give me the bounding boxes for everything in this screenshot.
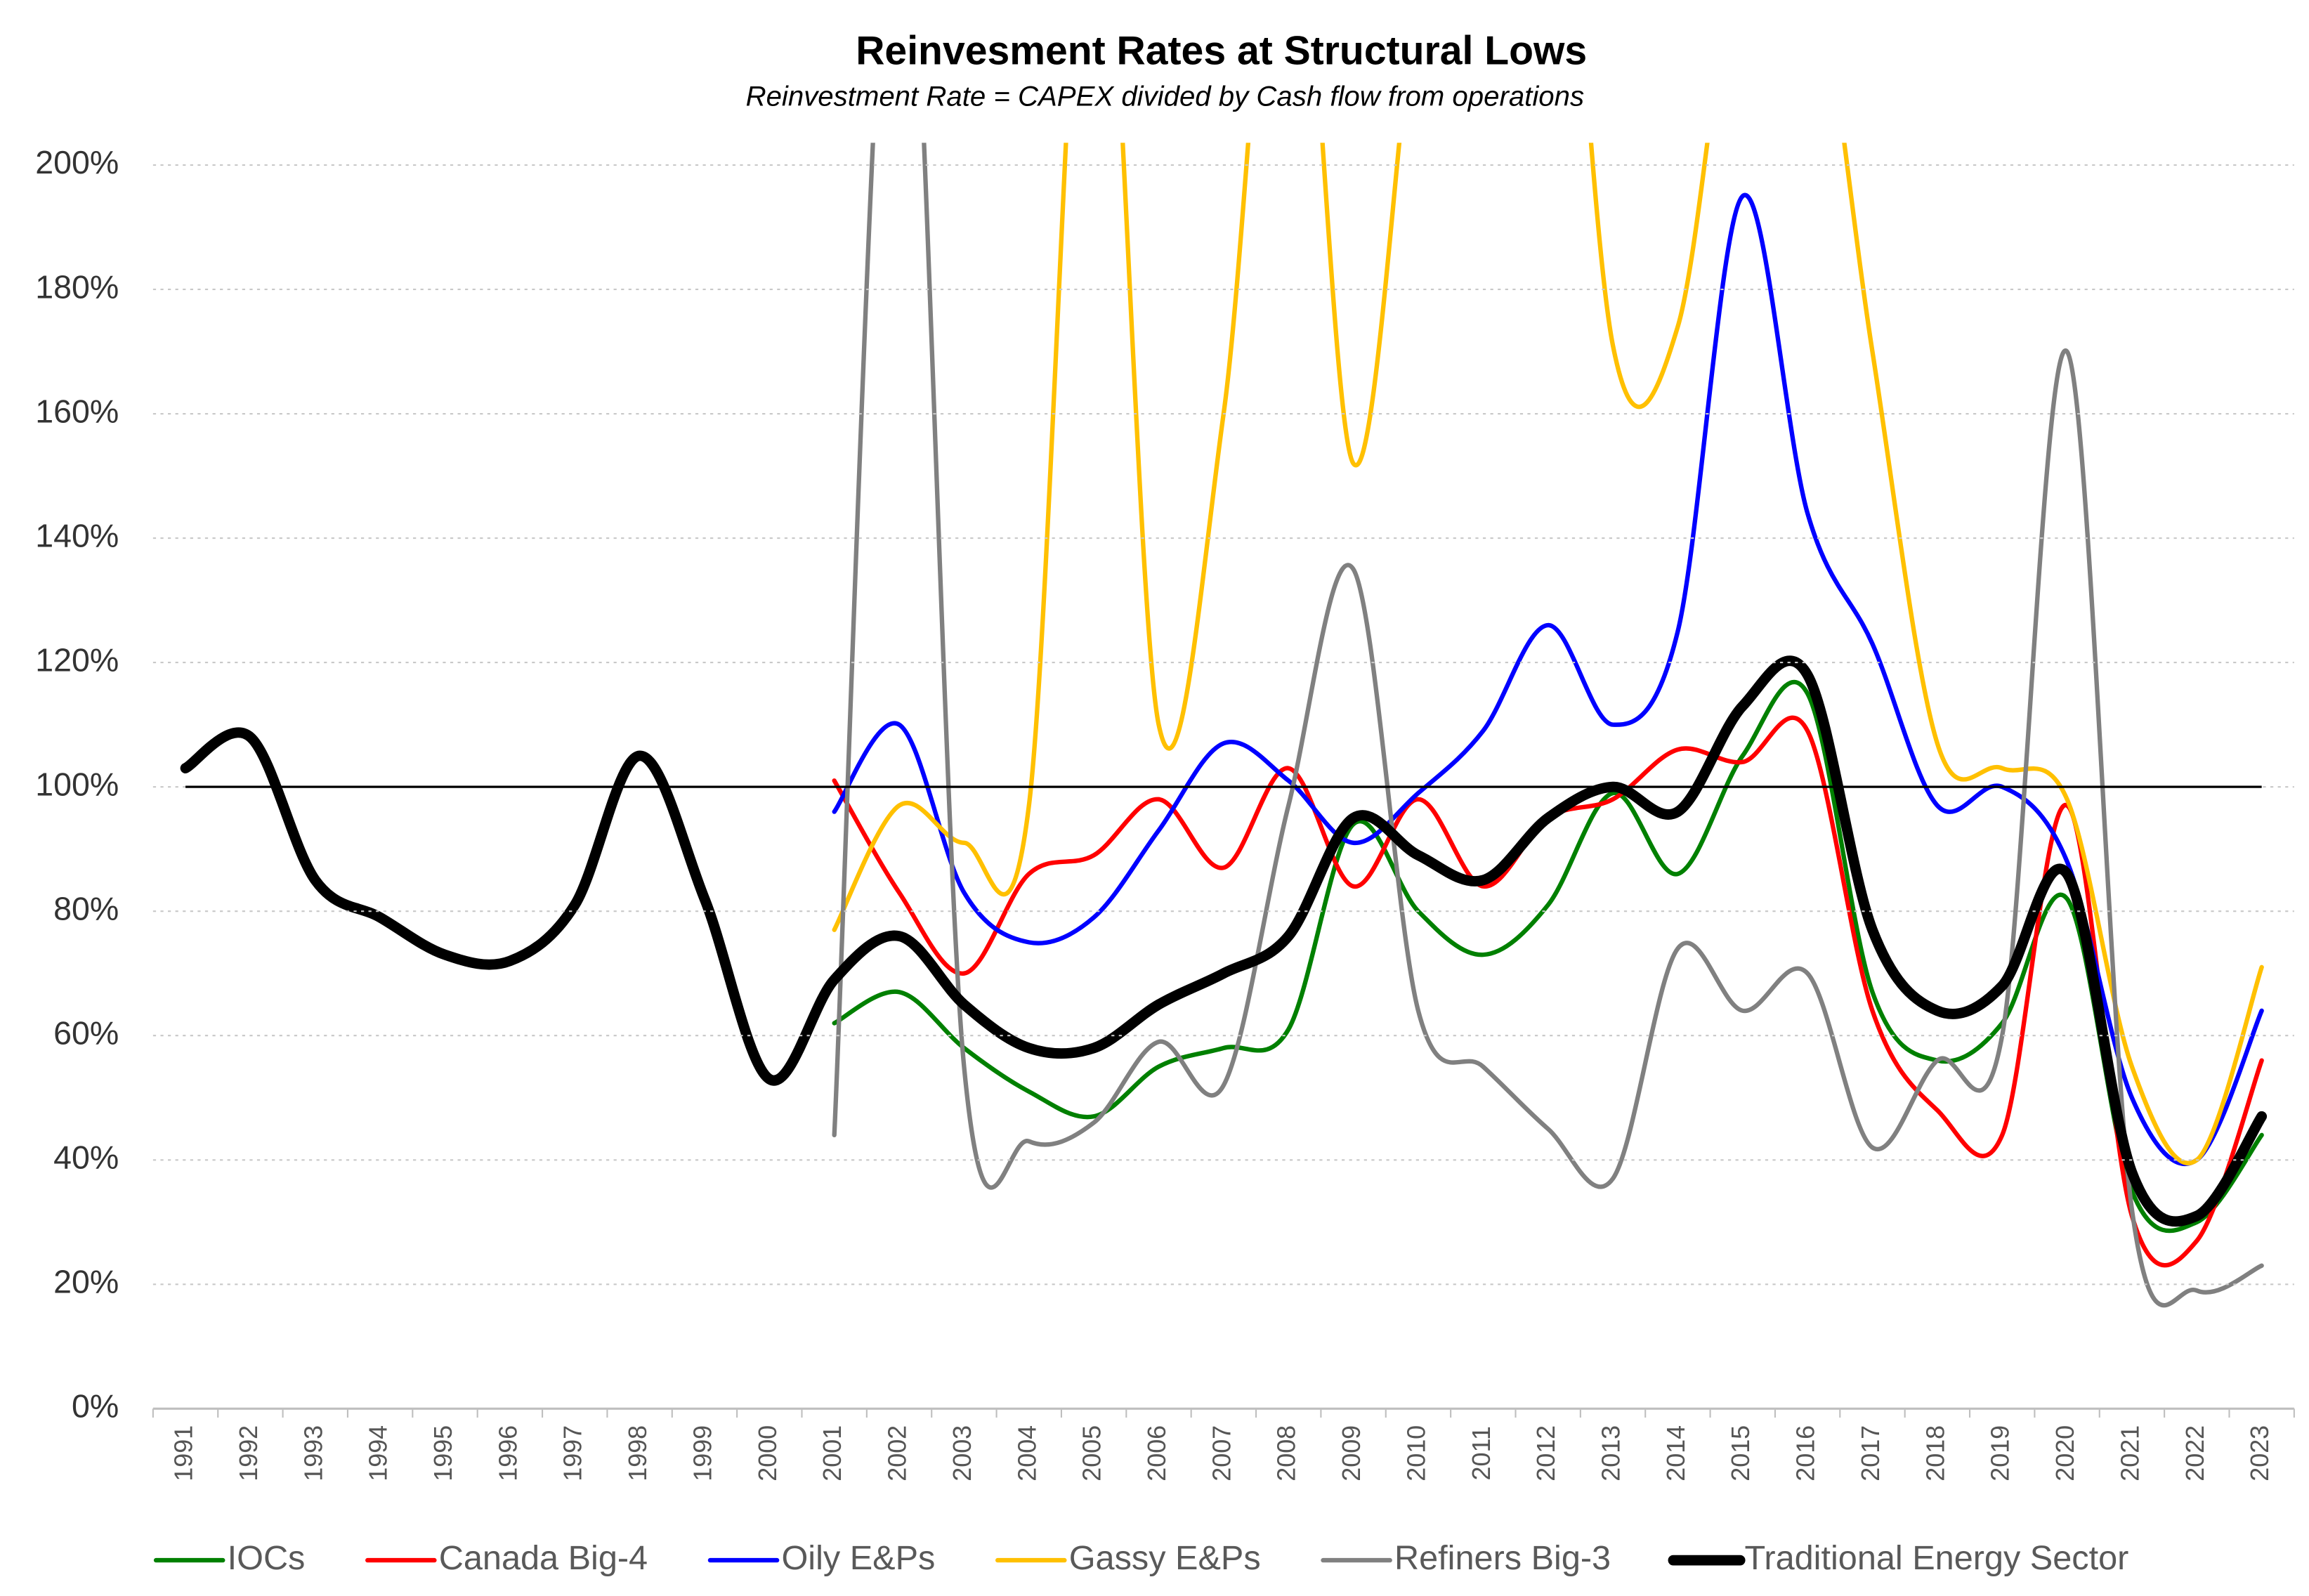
series-line bbox=[832, 715, 2264, 1268]
chart-title: Reinvesment Rates at Structural Lows bbox=[856, 28, 1587, 73]
x-tick-label: 2006 bbox=[1142, 1425, 1171, 1481]
x-tick-label: 2007 bbox=[1207, 1425, 1236, 1481]
x-tick-label: 2009 bbox=[1337, 1425, 1366, 1481]
y-tick-label: 100% bbox=[35, 766, 119, 802]
x-tick-label: 2017 bbox=[1856, 1425, 1885, 1481]
x-tick-label: 1998 bbox=[623, 1425, 652, 1481]
x-tick-label: 2004 bbox=[1012, 1425, 1041, 1481]
x-tick-label: 2010 bbox=[1401, 1425, 1430, 1481]
legend-label: Canada Big-4 bbox=[439, 1539, 648, 1577]
x-tick-label: 2023 bbox=[2245, 1425, 2274, 1481]
y-tick-label: 180% bbox=[35, 268, 119, 305]
series-line bbox=[832, 192, 2264, 1166]
plot-area bbox=[180, 143, 2268, 1308]
x-tick-label: 1992 bbox=[234, 1425, 263, 1481]
x-tick-label: 1996 bbox=[493, 1425, 522, 1481]
x-tick-label: 2003 bbox=[948, 1425, 976, 1481]
x-tick-label: 2000 bbox=[753, 1425, 782, 1481]
x-tick-label: 2005 bbox=[1078, 1425, 1106, 1481]
x-tick-label: 2002 bbox=[883, 1425, 912, 1481]
x-tick-label: 2018 bbox=[1921, 1425, 1949, 1481]
x-tick-label: 2016 bbox=[1791, 1425, 1820, 1481]
chart-subtitle: Reinvestment Rate = CAPEX divided by Cas… bbox=[746, 80, 1584, 112]
x-tick-label: 2012 bbox=[1531, 1425, 1560, 1481]
x-tick-label: 2014 bbox=[1661, 1425, 1690, 1481]
legend-label: Gassy E&Ps bbox=[1069, 1539, 1261, 1577]
y-tick-label: 200% bbox=[35, 144, 119, 181]
series-line bbox=[832, 143, 2264, 1165]
x-tick-label: 2001 bbox=[818, 1425, 846, 1481]
x-tick-label: 1997 bbox=[558, 1425, 587, 1481]
legend-label: Oily E&Ps bbox=[781, 1539, 935, 1577]
y-tick-label: 20% bbox=[53, 1264, 119, 1300]
x-tick-label: 1994 bbox=[364, 1425, 393, 1481]
x-tick-label: 2011 bbox=[1467, 1426, 1496, 1480]
x-tick-label: 2008 bbox=[1272, 1425, 1301, 1481]
x-tick-label: 2013 bbox=[1597, 1425, 1626, 1481]
y-tick-label: 160% bbox=[35, 393, 119, 429]
x-tick-label: 2015 bbox=[1726, 1425, 1755, 1481]
legend-label: Traditional Energy Sector bbox=[1744, 1539, 2128, 1577]
y-tick-label: 40% bbox=[53, 1139, 119, 1176]
x-tick-label: 2020 bbox=[2050, 1425, 2079, 1481]
series-line bbox=[832, 143, 2264, 1308]
x-tick-label: 1993 bbox=[299, 1425, 327, 1481]
series-line bbox=[832, 679, 2264, 1234]
x-tick-label: 1991 bbox=[169, 1425, 198, 1481]
legend-label: Refiners Big-3 bbox=[1394, 1539, 1611, 1577]
x-tick-label: 2019 bbox=[1986, 1425, 2015, 1481]
x-tick-label: 2022 bbox=[2180, 1425, 2209, 1481]
y-tick-label: 60% bbox=[53, 1015, 119, 1052]
x-tick-label: 2021 bbox=[2115, 1425, 2144, 1481]
series-line bbox=[180, 655, 2268, 1227]
x-tick-label: 1999 bbox=[688, 1425, 717, 1481]
legend-label: IOCs bbox=[228, 1539, 306, 1577]
y-tick-label: 0% bbox=[72, 1388, 119, 1425]
x-tick-label: 1995 bbox=[429, 1425, 457, 1481]
y-tick-label: 80% bbox=[53, 890, 119, 927]
y-tick-label: 140% bbox=[35, 517, 119, 554]
y-tick-label: 120% bbox=[35, 641, 119, 678]
